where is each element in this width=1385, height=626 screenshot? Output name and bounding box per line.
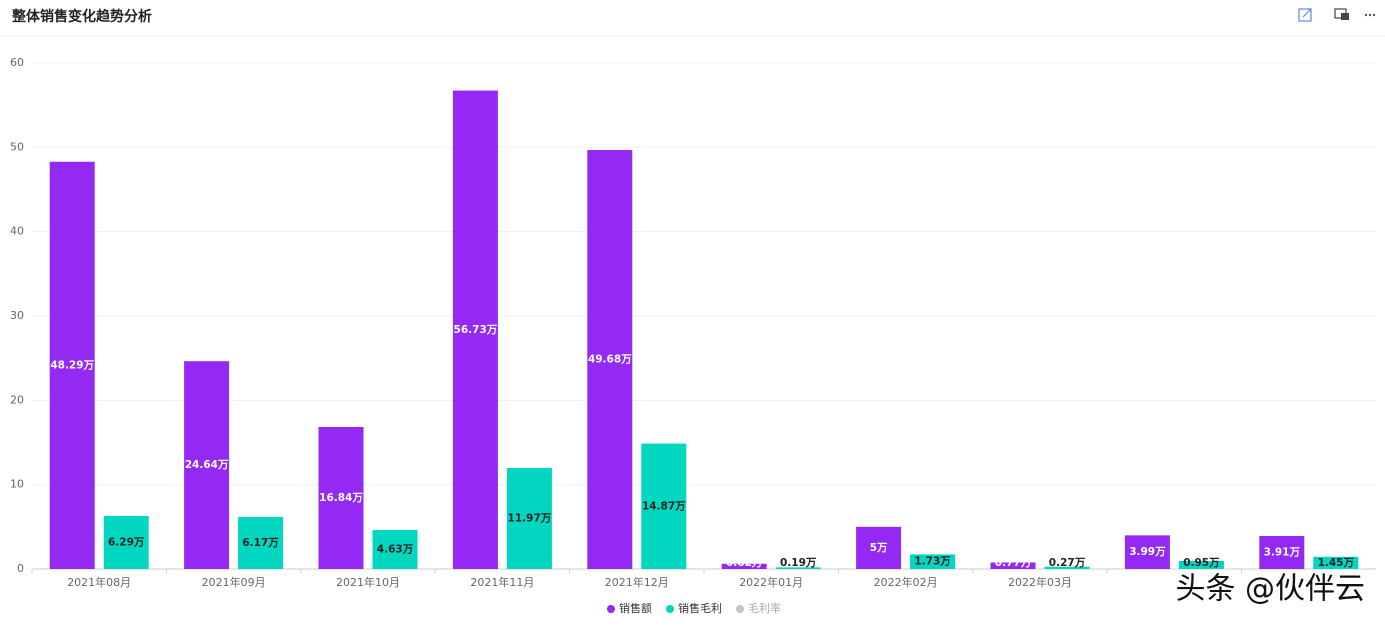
- bar: [1044, 566, 1090, 569]
- y-tick-label: 0: [17, 562, 24, 575]
- bar: [721, 563, 767, 569]
- open-icon[interactable]: [1298, 8, 1312, 22]
- value-label: 6.29万: [108, 536, 145, 548]
- bar: [238, 516, 284, 569]
- value-label: 0.19万: [780, 557, 817, 569]
- bar: [775, 567, 821, 569]
- bar: [910, 554, 956, 569]
- value-label: 24.64万: [185, 459, 229, 471]
- legend-item[interactable]: 销售额: [607, 601, 652, 615]
- x-tick-label: 2021年12月: [605, 575, 669, 589]
- bar: [184, 361, 230, 569]
- x-tick-label: 2022年01月: [739, 575, 803, 589]
- bar: [103, 515, 149, 569]
- y-tick-label: 20: [10, 393, 24, 406]
- bar: [1124, 535, 1170, 569]
- legend-swatch: [607, 605, 615, 613]
- legend-swatch: [666, 605, 674, 613]
- fullscreen-inner: [1341, 13, 1349, 20]
- legend-swatch: [736, 605, 744, 613]
- legend: 销售额 销售毛利 毛利率: [607, 601, 781, 615]
- bar: [856, 526, 902, 569]
- value-label: 4.63万: [377, 543, 414, 555]
- bar: [990, 562, 1036, 569]
- value-label: 56.73万: [454, 324, 498, 336]
- value-label: 1.45万: [1318, 557, 1355, 569]
- more-icon[interactable]: [1364, 13, 1376, 17]
- value-label: 3.99万: [1129, 546, 1166, 558]
- legend-item[interactable]: 毛利率: [736, 601, 781, 615]
- watermark: 头条 @伙伴云: [1175, 572, 1365, 607]
- value-label: 0.62万: [726, 557, 763, 569]
- value-label: 1.73万: [914, 556, 951, 568]
- bar: [587, 150, 633, 570]
- bar: [506, 468, 552, 569]
- value-label: 16.84万: [319, 492, 363, 504]
- y-tick-label: 60: [10, 56, 24, 69]
- bar: [49, 161, 95, 569]
- y-tick-label: 10: [10, 478, 24, 491]
- bar: [1259, 536, 1305, 569]
- value-label: 0.77万: [995, 557, 1032, 569]
- bar: [1178, 560, 1224, 569]
- value-label: 49.68万: [588, 354, 632, 366]
- header-icons[interactable]: [1298, 8, 1376, 22]
- x-tick-label: 2021年09月: [202, 575, 266, 589]
- chart-title: 整体销售变化趋势分析: [11, 8, 152, 25]
- y-tick-label: 30: [10, 309, 24, 322]
- value-label: 3.91万: [1264, 547, 1301, 559]
- bar: [641, 443, 687, 569]
- value-label: 5万: [870, 542, 888, 554]
- value-label: 0.95万: [1183, 557, 1220, 569]
- value-label: 0.27万: [1049, 557, 1086, 569]
- bar: [1313, 556, 1359, 569]
- y-tick-label: 40: [10, 225, 24, 238]
- value-label: 14.87万: [642, 500, 686, 512]
- open-arrow: [1302, 8, 1312, 18]
- x-tick-label: 2021年08月: [67, 575, 131, 589]
- x-tick-label: 2022年03月: [1008, 575, 1072, 589]
- y-tick-label: 50: [10, 140, 24, 153]
- x-tick-label: 2021年11月: [470, 575, 534, 589]
- value-label: 11.97万: [508, 513, 552, 525]
- bar: [372, 529, 418, 569]
- bar: [452, 90, 498, 570]
- value-label: 6.17万: [242, 537, 279, 549]
- x-tick-label: 2022年02月: [874, 575, 938, 589]
- legend-label: 销售毛利: [678, 601, 722, 615]
- bar: [318, 426, 364, 569]
- legend-label: 毛利率: [748, 601, 781, 615]
- value-label: 48.29万: [50, 359, 94, 371]
- legend-label: 销售额: [619, 601, 652, 615]
- legend-item[interactable]: 销售毛利: [666, 601, 722, 615]
- x-tick-label: 2021年10月: [336, 575, 400, 589]
